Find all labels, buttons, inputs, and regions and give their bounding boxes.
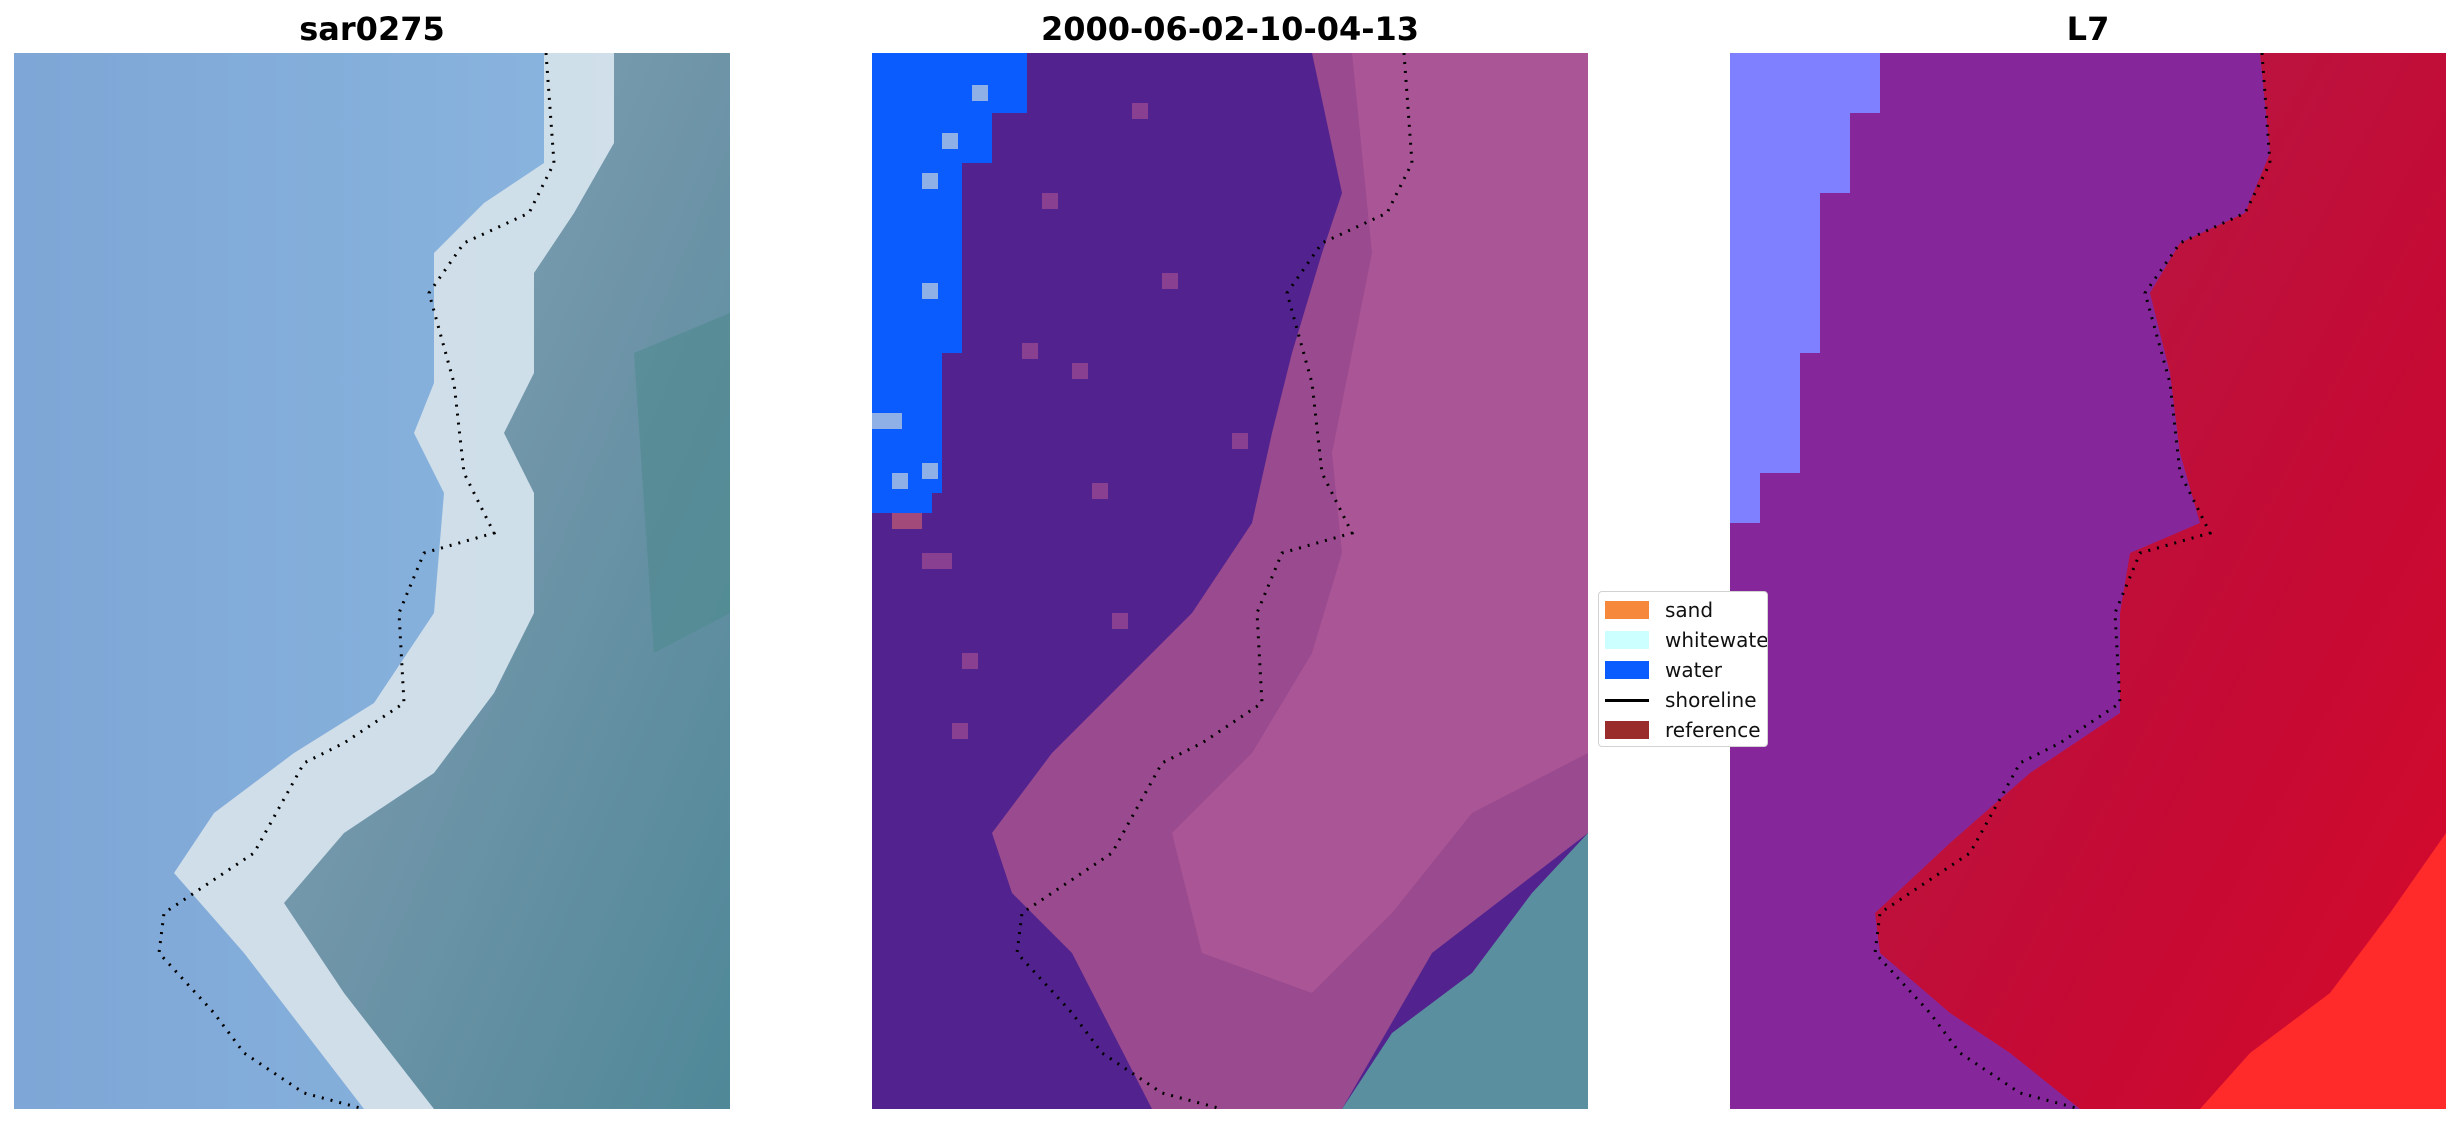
legend: sand whitewater water shoreline referenc… xyxy=(1598,591,1768,747)
index-image xyxy=(1730,53,2446,1109)
legend-label-shoreline: shoreline xyxy=(1665,688,1757,712)
index-image-panel xyxy=(1730,53,2446,1109)
legend-item-sand: sand xyxy=(1605,596,1767,624)
legend-item-water: water xyxy=(1605,656,1767,684)
whitewater-swatch xyxy=(1605,631,1649,649)
panel-title-rgb: sar0275 xyxy=(299,10,445,48)
reference-swatch xyxy=(1605,721,1649,739)
classified-image-panel xyxy=(872,53,1588,1109)
legend-item-whitewater: whitewater xyxy=(1605,626,1768,654)
rgb-image xyxy=(14,53,730,1109)
legend-label-whitewater: whitewater xyxy=(1665,628,1768,652)
classified-image xyxy=(872,53,1588,1109)
legend-label-sand: sand xyxy=(1665,598,1714,622)
legend-item-reference-shoreline: reference shoreline xyxy=(1605,716,1767,744)
panel-title-classified: 2000-06-02-10-04-13 xyxy=(1040,10,1420,48)
legend-item-shoreline: shoreline xyxy=(1605,686,1767,714)
sand-swatch xyxy=(1605,601,1649,619)
legend-label-reference: reference shoreline xyxy=(1665,718,1767,742)
shoreline-line-swatch xyxy=(1605,698,1649,702)
water-swatch xyxy=(1605,661,1649,679)
legend-label-water: water xyxy=(1665,658,1722,682)
panel-title-index: L7 xyxy=(2066,10,2110,48)
rgb-image-panel xyxy=(14,53,730,1109)
